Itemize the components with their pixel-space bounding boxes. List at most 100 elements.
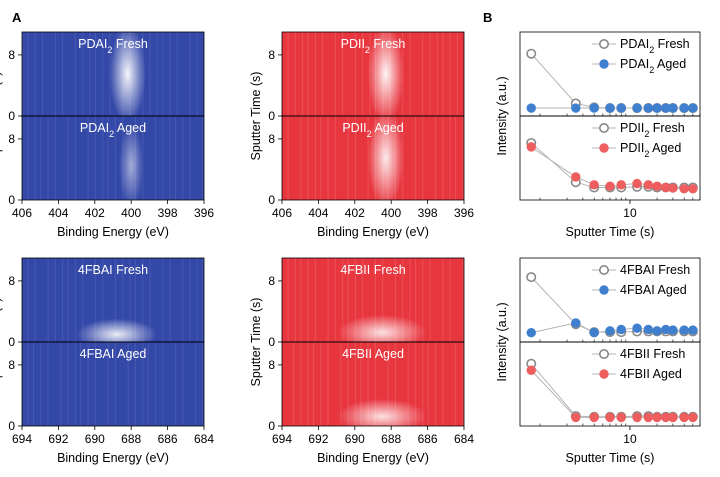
legend-label-main: 4FBAI <box>620 283 655 297</box>
x-tick-label: 398 <box>418 206 438 220</box>
heatmap-texture <box>27 258 29 342</box>
y-tick-label: 8 <box>8 132 15 146</box>
heatmap-title: 4FBAI Aged <box>80 347 147 361</box>
data-point <box>589 328 599 338</box>
y-tick-label: 8 <box>268 358 275 372</box>
heatmap-texture <box>429 258 431 342</box>
heatmap-texture <box>394 258 396 342</box>
y-axis-label: Sputter Time (s) <box>249 298 263 387</box>
heatmap-texture <box>149 258 151 342</box>
x-tick-label: 406 <box>12 206 32 220</box>
heatmap-title-subscript: 2 <box>107 45 112 55</box>
x-tick-label: 402 <box>345 206 365 220</box>
data-point <box>679 103 689 113</box>
data-point <box>688 412 698 423</box>
x-tick-label: 684 <box>454 432 474 446</box>
heatmap-texture <box>40 342 42 426</box>
heatmap-title-subscript: 2 <box>365 45 370 55</box>
heatmap-texture <box>154 116 157 200</box>
heatmap-texture <box>34 258 36 342</box>
heatmap-texture <box>409 32 411 116</box>
y-tick-label: 0 <box>8 335 15 349</box>
heatmap-texture <box>394 342 396 426</box>
data-point <box>616 324 626 335</box>
heatmap-texture <box>27 116 29 200</box>
heatmap-texture <box>102 258 104 342</box>
heatmap-texture <box>436 32 438 116</box>
heatmap-texture <box>294 258 296 342</box>
heatmap-texture <box>347 342 349 426</box>
heatmap-title-rest: Aged <box>372 121 404 135</box>
heatmap-texture <box>422 258 424 342</box>
heatmap-peak <box>367 116 404 200</box>
heatmap-title-main: PDII <box>341 37 365 51</box>
legend-marker <box>598 38 609 49</box>
legend-label-main: 4FBII <box>620 347 650 361</box>
heatmap-texture <box>354 258 356 342</box>
data-point <box>589 412 599 423</box>
heatmap-texture <box>169 258 171 342</box>
data-point <box>605 181 615 191</box>
legend-label-subscript: 2 <box>644 129 649 139</box>
heatmap-texture <box>427 342 429 426</box>
legend-label: 4FBAI Fresh <box>620 263 690 277</box>
heatmap-texture <box>449 32 451 116</box>
heatmap-title: PDAI2 Fresh <box>78 37 148 55</box>
heatmap-texture <box>334 258 336 342</box>
heatmap-title-main: PDAI <box>78 37 107 51</box>
heatmap-texture <box>54 116 56 200</box>
y-tick-label: 8 <box>268 274 275 288</box>
data-point <box>652 181 662 191</box>
heatmap-title-main: 4FBII <box>342 347 372 361</box>
heatmap-texture <box>87 342 89 426</box>
x-tick-label: 686 <box>418 432 438 446</box>
heatmap-title: 4FBII Fresh <box>340 263 405 277</box>
heatmap-title-subscript: 2 <box>367 129 372 139</box>
x-tick-label: 694 <box>12 432 32 446</box>
y-tick-label: 0 <box>8 419 15 433</box>
heatmap-title-rest: Aged <box>114 121 146 135</box>
heatmap-peak <box>76 318 157 342</box>
heatmap-texture <box>42 32 44 116</box>
legend-label-subscript: 2 <box>649 65 654 75</box>
data-point <box>589 180 599 190</box>
heatmap-texture <box>327 258 329 342</box>
x-axis-label: Sputter Time (s) <box>566 451 655 465</box>
heatmap-background <box>22 116 204 200</box>
y-tick-label: 0 <box>268 109 275 123</box>
heatmap-texture <box>454 116 457 200</box>
y-tick-label: 8 <box>8 48 15 62</box>
x-tick-label: 404 <box>48 206 68 220</box>
data-point <box>526 103 536 113</box>
heatmap-texture <box>312 342 315 426</box>
heatmap-texture <box>62 258 64 342</box>
heatmap-texture <box>202 116 204 200</box>
data-point <box>526 365 536 375</box>
heatmap-texture <box>67 116 69 200</box>
heatmap-texture <box>422 32 424 116</box>
heatmap-texture <box>414 258 417 342</box>
heatmap-texture <box>347 116 349 200</box>
heatmap-texture <box>194 342 197 426</box>
legend-label-main: PDII <box>620 121 644 135</box>
heatmap-peak <box>367 32 404 116</box>
data-point <box>668 412 678 423</box>
heatmap-title: PDAI2 Aged <box>80 121 146 139</box>
heatmap-title-rest: Fresh <box>370 37 405 51</box>
y-axis-label: Intensity (a.u.) <box>495 302 509 381</box>
heatmap-texture <box>22 32 24 116</box>
data-point <box>688 184 698 194</box>
data-point <box>616 412 626 423</box>
heatmap-texture <box>122 258 124 342</box>
legend-label-main: PDII <box>620 141 644 155</box>
data-point <box>632 178 642 189</box>
heatmap-texture <box>307 342 309 426</box>
heatmap-texture <box>402 258 404 342</box>
heatmap-texture <box>382 258 384 342</box>
heatmap-title-main: 4FBAI <box>80 347 115 361</box>
heatmap-texture <box>287 32 289 116</box>
heatmap-texture <box>407 342 409 426</box>
heatmap-title-rest: Fresh <box>112 37 147 51</box>
heatmap-texture <box>94 116 96 200</box>
